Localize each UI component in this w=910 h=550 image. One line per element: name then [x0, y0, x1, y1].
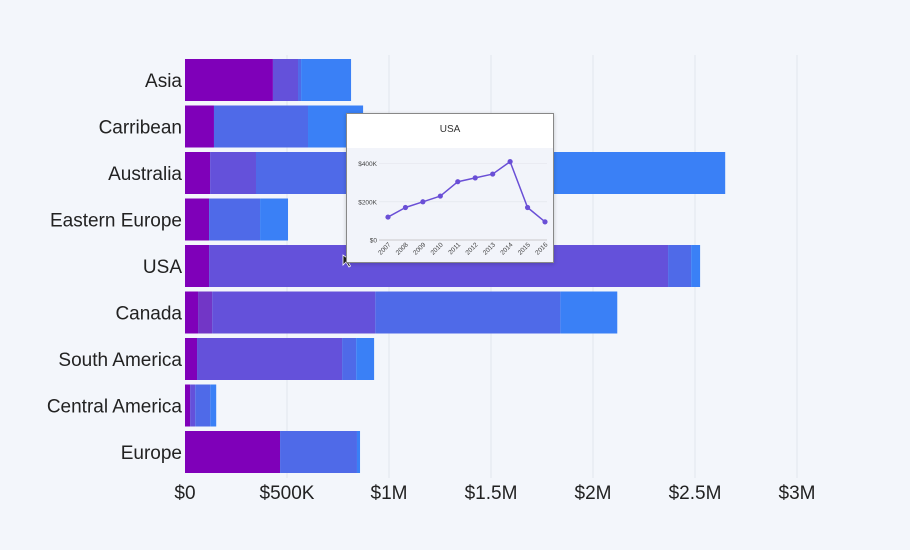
y-category-label: Asia	[145, 71, 182, 92]
tooltip-y-tick-label: $400K	[358, 161, 377, 168]
bar-segment	[375, 291, 561, 334]
bar-segment	[185, 105, 214, 148]
tooltip-y-tick-label: $0	[370, 238, 378, 245]
x-tick-label: $2.5M	[669, 483, 722, 504]
bar-segment	[560, 291, 618, 334]
tooltip-data-point	[507, 159, 513, 165]
bar-segment	[185, 291, 199, 334]
bar-segment	[209, 198, 261, 241]
bar-segment	[260, 198, 289, 241]
bar-segment	[185, 198, 210, 241]
tooltip-title: USA	[439, 124, 461, 135]
bar-segment	[185, 59, 273, 101]
bar-segment	[356, 431, 361, 473]
tooltip-y-tick-label: $200K	[358, 199, 377, 206]
y-category-label: USA	[143, 257, 182, 278]
bar-segment	[198, 291, 213, 334]
bar-segment	[197, 338, 343, 380]
bar-segment	[185, 431, 281, 473]
bar-segment	[195, 384, 211, 427]
bar-segment	[691, 245, 701, 287]
bar-segment	[272, 59, 299, 101]
tooltip-data-point	[402, 204, 409, 211]
x-tick-label: $0	[174, 483, 195, 504]
bar-segment	[301, 59, 352, 101]
tooltip-data-point	[542, 219, 548, 225]
bar-segment	[212, 291, 376, 334]
x-tick-label: $2M	[575, 483, 612, 504]
tooltip-data-point	[490, 171, 496, 177]
y-category-label: Carribean	[99, 118, 182, 139]
y-category-label: South America	[58, 350, 182, 371]
y-category-label: Eastern Europe	[50, 211, 182, 232]
y-category-label: Europe	[121, 443, 182, 464]
tooltip-data-point	[524, 204, 531, 211]
x-tick-label: $500K	[260, 483, 315, 504]
tooltip-data-point	[437, 193, 443, 199]
tooltip-data-point	[420, 199, 426, 205]
x-tick-label: $1M	[371, 483, 408, 504]
bar-segment	[185, 384, 191, 427]
bar-segment	[298, 59, 302, 101]
bar-segment	[356, 338, 375, 380]
bar-segment	[185, 245, 210, 287]
x-tick-label: $3M	[779, 483, 816, 504]
y-category-label: Central America	[47, 397, 183, 418]
bar-segment	[190, 384, 196, 427]
bar-segment	[210, 384, 217, 427]
y-category-label: Canada	[115, 304, 182, 325]
bar-segment	[342, 338, 357, 380]
tooltip-line-series	[387, 160, 546, 223]
tooltip-plot-area	[347, 148, 553, 262]
x-tick-label: $1.5M	[465, 483, 518, 504]
bar-segment	[280, 431, 357, 473]
tooltip-data-point	[455, 179, 461, 185]
bar-segment	[210, 152, 256, 194]
bar-segment	[185, 338, 198, 380]
tooltip: USA $0 $200K $400K 2007 2008 2009 2010 2011 2012…	[346, 113, 554, 263]
bar-segment	[668, 245, 692, 287]
bar-segment	[185, 152, 211, 194]
y-category-label: Australia	[108, 164, 182, 185]
tooltip-data-point	[385, 214, 391, 220]
bar-segment	[213, 105, 309, 148]
tooltip-data-point	[472, 175, 478, 181]
